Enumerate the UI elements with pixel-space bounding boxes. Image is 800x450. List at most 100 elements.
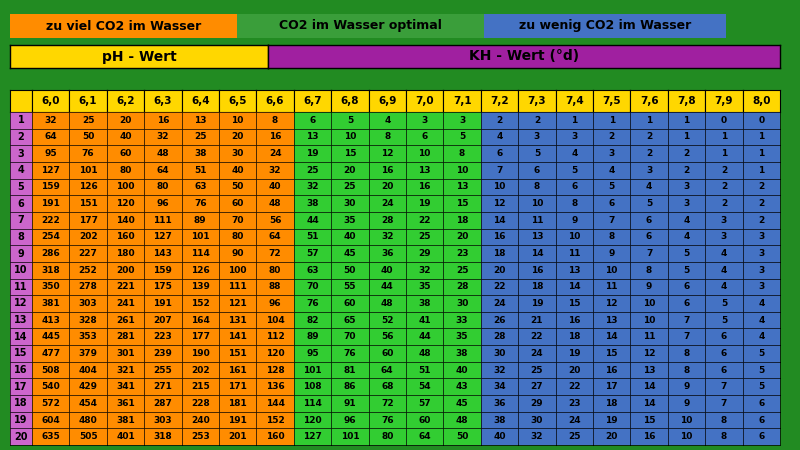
Text: 40: 40 [456,365,468,374]
Text: 6,2: 6,2 [116,96,134,106]
Text: 180: 180 [116,249,135,258]
Text: 5: 5 [683,266,690,274]
Text: 6: 6 [758,432,765,441]
Text: 36: 36 [381,249,394,258]
Text: 6: 6 [683,282,690,291]
Text: 111: 111 [154,216,172,225]
Text: 635: 635 [42,432,60,441]
Text: 38: 38 [418,299,431,308]
Text: 44: 44 [381,282,394,291]
Text: 36: 36 [494,399,506,408]
Text: 10: 10 [643,299,655,308]
Text: 32: 32 [418,266,431,274]
Text: 15: 15 [606,349,618,358]
Text: 24: 24 [381,199,394,208]
Text: 10: 10 [606,266,618,274]
Text: 114: 114 [191,249,210,258]
Text: 6: 6 [571,182,578,191]
Text: 271: 271 [154,382,172,391]
Text: 96: 96 [343,415,356,424]
Text: 381: 381 [116,415,135,424]
Text: 7,9: 7,9 [714,96,733,106]
Text: 14: 14 [606,332,618,341]
Text: 7: 7 [721,382,727,391]
Text: 25: 25 [194,132,206,141]
Text: 48: 48 [269,199,282,208]
Text: 4: 4 [571,149,578,158]
Text: 318: 318 [154,432,172,441]
Text: 19: 19 [530,299,543,308]
Text: 9: 9 [646,282,652,291]
Text: 5: 5 [646,199,652,208]
Text: 50: 50 [456,432,468,441]
Text: 7: 7 [683,315,690,324]
Text: 43: 43 [456,382,469,391]
Text: 6,1: 6,1 [79,96,98,106]
Text: CO2 im Wasser optimal: CO2 im Wasser optimal [279,19,442,32]
Text: 4: 4 [496,132,502,141]
Text: 15: 15 [456,199,468,208]
Text: 454: 454 [78,399,98,408]
Text: 51: 51 [418,365,431,374]
Text: 22: 22 [530,332,543,341]
Text: 4: 4 [758,315,765,324]
Text: 16: 16 [157,116,169,125]
Text: 191: 191 [42,199,60,208]
Text: 7,0: 7,0 [415,96,434,106]
Text: 17: 17 [14,382,28,392]
Text: 6: 6 [646,232,652,241]
Text: 16: 16 [14,365,28,375]
Text: 281: 281 [116,332,135,341]
Text: 9: 9 [683,399,690,408]
Text: 25: 25 [568,432,581,441]
Text: 32: 32 [306,182,318,191]
Text: 63: 63 [306,266,318,274]
Text: 160: 160 [116,232,135,241]
Text: 171: 171 [228,382,247,391]
Text: 8: 8 [721,432,727,441]
Text: 255: 255 [154,365,172,374]
Text: 8,0: 8,0 [752,96,770,106]
Text: 64: 64 [44,132,57,141]
Text: 48: 48 [157,149,170,158]
Text: 16: 16 [381,166,394,175]
Text: 121: 121 [228,299,247,308]
Text: 191: 191 [154,299,172,308]
Text: 24: 24 [530,349,543,358]
Text: 35: 35 [418,282,431,291]
Text: 22: 22 [494,282,506,291]
Text: 20: 20 [456,232,468,241]
Text: 1: 1 [683,132,690,141]
Text: 2: 2 [758,199,765,208]
Text: 6: 6 [721,365,727,374]
Text: zu viel CO2 im Wasser: zu viel CO2 im Wasser [46,19,202,32]
Text: 222: 222 [42,216,60,225]
Text: 3: 3 [646,166,652,175]
Text: 100: 100 [229,266,247,274]
Text: 60: 60 [418,415,431,424]
Text: 21: 21 [530,315,543,324]
Text: 2: 2 [721,166,727,175]
Text: 5: 5 [758,365,765,374]
Text: 51: 51 [194,166,206,175]
Text: 2: 2 [609,132,615,141]
Text: 8: 8 [609,232,615,241]
Text: 20: 20 [381,182,394,191]
Text: 201: 201 [228,432,247,441]
Text: 477: 477 [41,349,60,358]
Text: 40: 40 [381,266,394,274]
Text: 318: 318 [42,266,60,274]
Text: 32: 32 [157,132,169,141]
Text: 6: 6 [609,199,615,208]
Text: 76: 76 [381,415,394,424]
Text: 40: 40 [231,166,244,175]
Text: 6,7: 6,7 [303,96,322,106]
Text: 20: 20 [494,266,506,274]
Text: 104: 104 [266,315,285,324]
Text: 20: 20 [344,166,356,175]
Text: 14: 14 [642,382,655,391]
Text: 16: 16 [494,232,506,241]
Text: 191: 191 [228,415,247,424]
Text: 3: 3 [683,182,690,191]
Text: 381: 381 [42,299,60,308]
